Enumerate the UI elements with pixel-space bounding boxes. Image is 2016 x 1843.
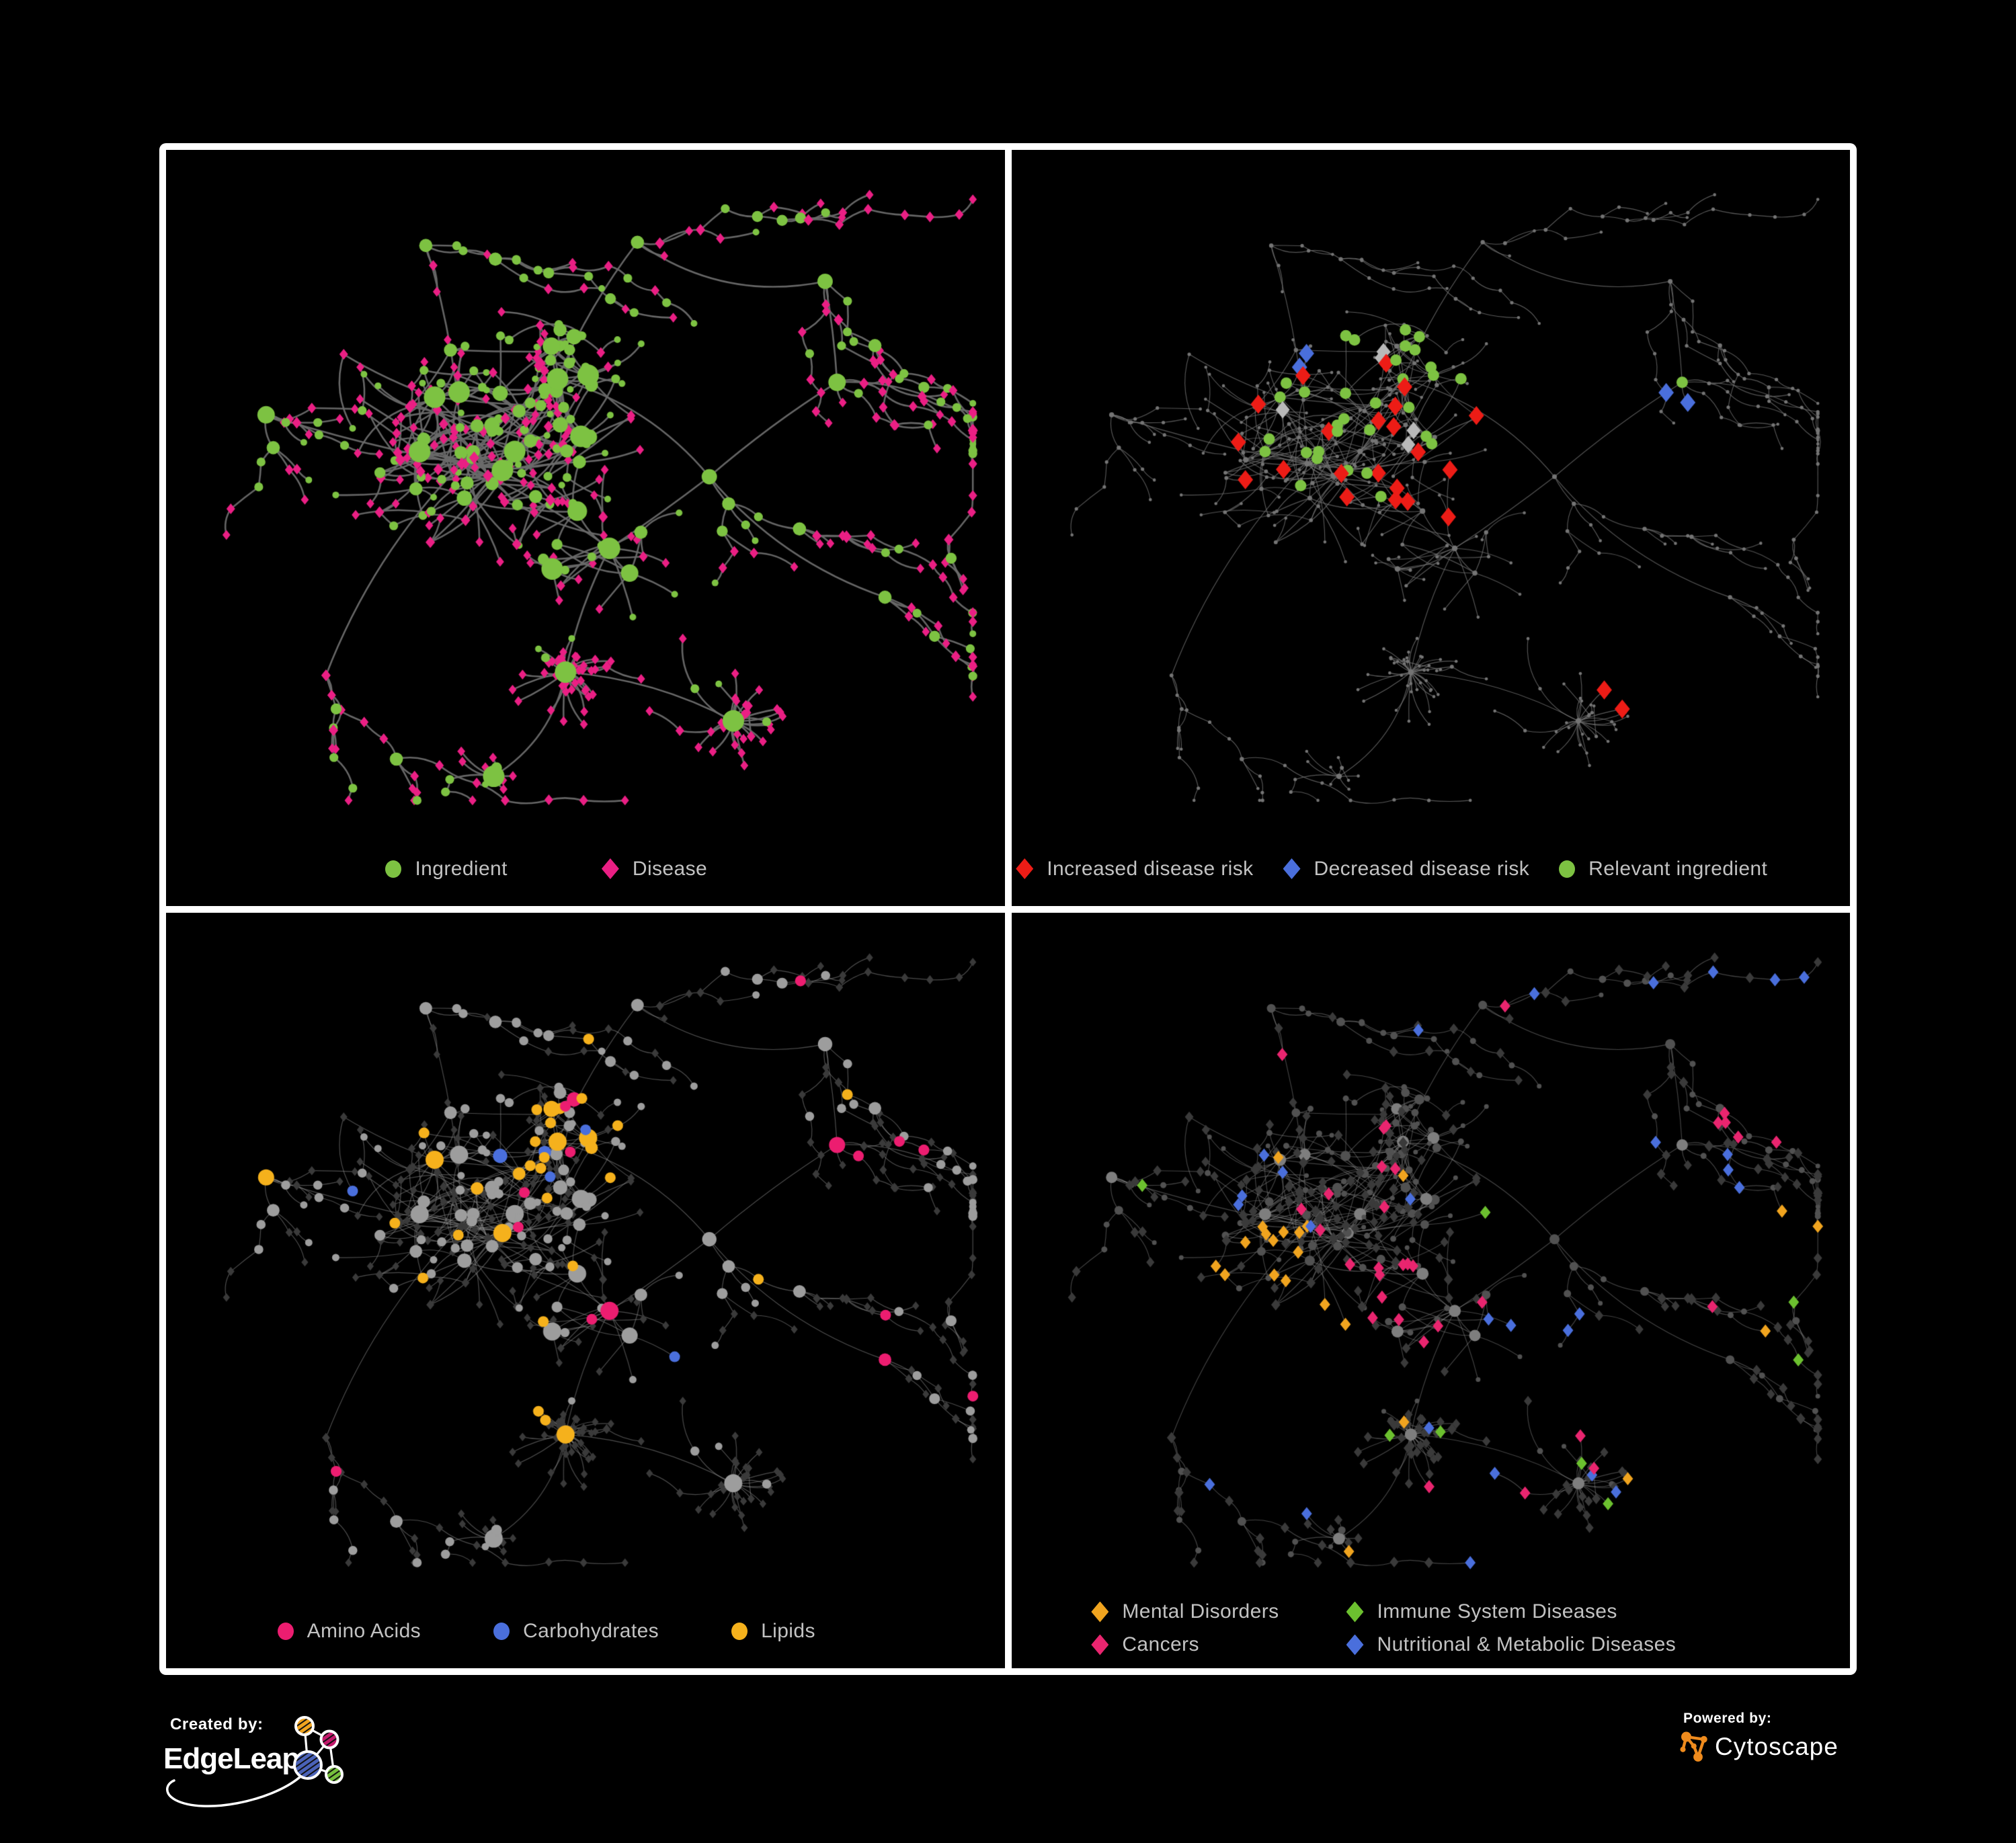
- powered-by-label: Powered by:: [1683, 1711, 1772, 1726]
- edgeleap-credit: Created by: EdgeLeap: [163, 1715, 540, 1843]
- figure-grid: Ingredient Disease Increased disease risk…: [159, 143, 1857, 1675]
- network-canvas-ingredient-disease: [166, 150, 1005, 906]
- network-canvas-disease-risk: [1011, 150, 1850, 906]
- cytoscape-logo-icon: [1680, 1731, 1707, 1762]
- cytoscape-credit: Powered by: Cytoscape: [1679, 1711, 1881, 1764]
- panel-nutrient-class: Amino Acids Carbohydrates Lipids: [166, 912, 1005, 1668]
- cytoscape-logo-text: Cytoscape: [1715, 1733, 1839, 1760]
- panel-disease-category: Mental Disorders Immune System Diseases Ca…: [1011, 912, 1850, 1668]
- edgeleap-logo-icon: [166, 1716, 344, 1807]
- cytoscape-brand-row: Cytoscape: [1679, 1730, 1881, 1764]
- panel-disease-risk: Increased disease risk Decreased disease …: [1011, 150, 1850, 906]
- network-canvas-nutrient-class: [166, 912, 1005, 1668]
- network-canvas-disease-category: [1011, 912, 1850, 1668]
- panel-ingredient-disease: Ingredient Disease: [166, 150, 1005, 906]
- created-by-label: Created by:: [170, 1715, 264, 1733]
- edgeleap-logo-text: EdgeLeap: [163, 1742, 300, 1775]
